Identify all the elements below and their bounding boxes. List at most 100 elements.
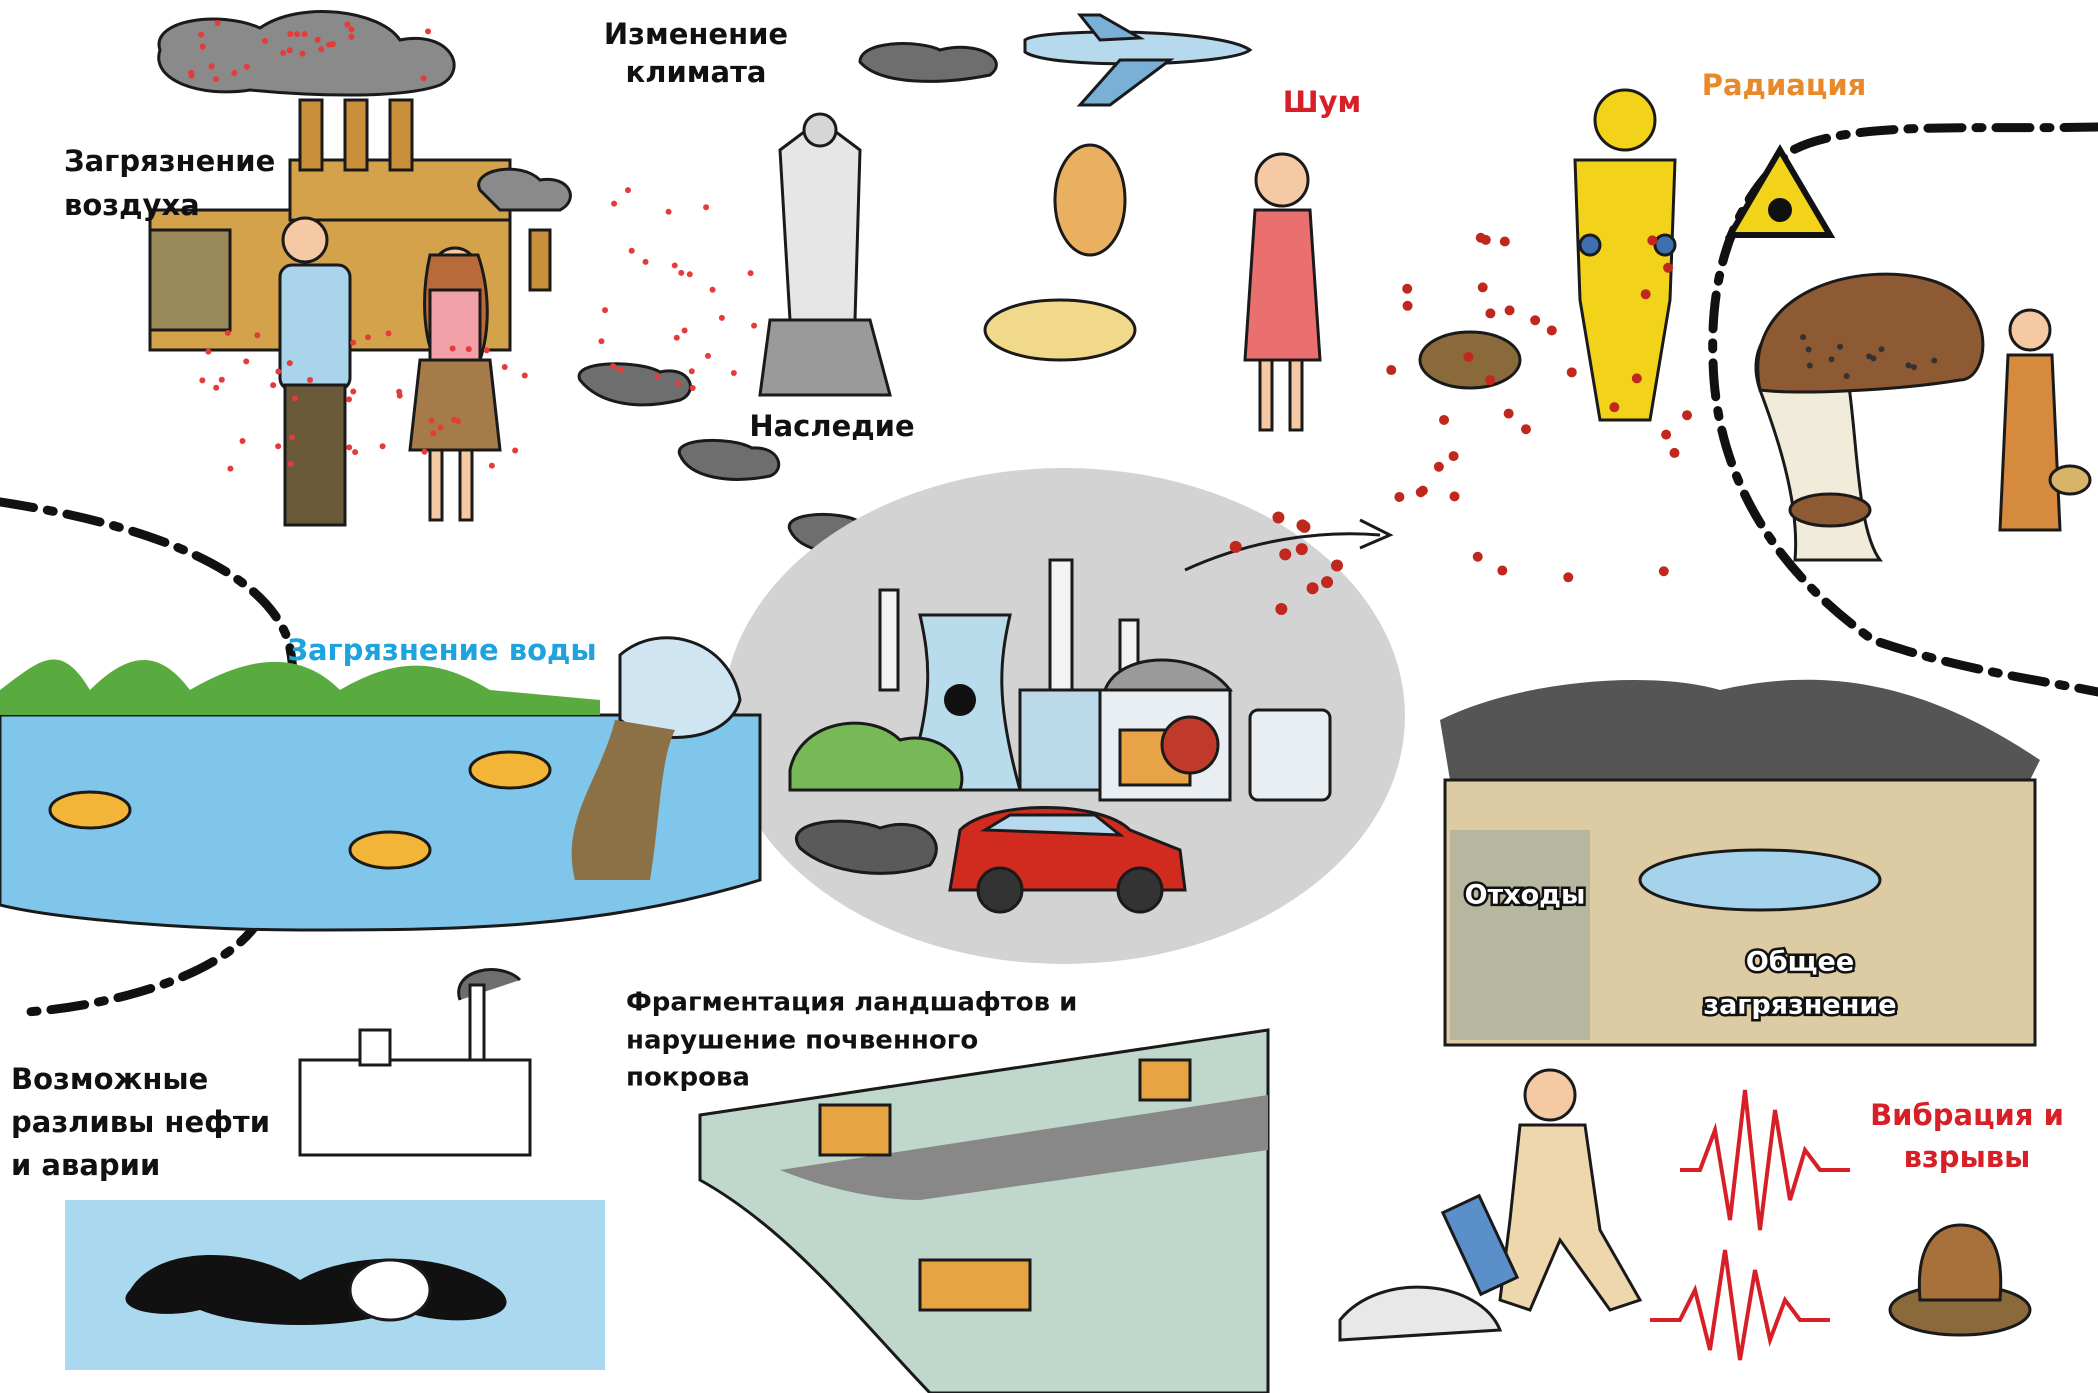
- chimney: [345, 100, 367, 170]
- cat: [1055, 145, 1125, 255]
- particle: [1394, 492, 1404, 502]
- label-vibration: Вибрация и: [1870, 1098, 2064, 1132]
- particle: [345, 22, 351, 28]
- particle: [705, 353, 711, 359]
- label-general: загрязнение: [1703, 990, 1896, 1021]
- particle: [1272, 512, 1284, 524]
- particle: [307, 377, 313, 383]
- dump-truck: [920, 1260, 1030, 1310]
- particle: [1931, 357, 1937, 363]
- particle: [198, 32, 204, 38]
- smoke: [479, 169, 571, 210]
- page: {"labels": [ {"lines": ["Изменение", "кл…: [0, 0, 2098, 1393]
- smoke: [159, 11, 454, 95]
- particle: [315, 37, 321, 43]
- particle: [227, 466, 233, 472]
- label-oil: и аварии: [11, 1148, 160, 1182]
- label-heritage: Наследие: [749, 409, 914, 443]
- warning-triangle: [1730, 150, 1830, 235]
- particle: [1402, 284, 1412, 294]
- particle: [1682, 410, 1692, 420]
- particle: [289, 434, 295, 440]
- particle: [1567, 367, 1577, 377]
- particle: [451, 417, 457, 423]
- particle: [1609, 402, 1619, 412]
- particle: [380, 443, 386, 449]
- mixer: [1162, 717, 1218, 773]
- particle: [346, 396, 352, 402]
- wheel: [1118, 868, 1162, 912]
- cloud: [579, 364, 690, 405]
- label-radiation: Радиация: [1702, 68, 1867, 102]
- particle: [219, 377, 225, 383]
- particle: [1661, 430, 1671, 440]
- label-air: Загрязнение: [64, 144, 275, 178]
- cap: [1758, 274, 1983, 392]
- particle: [1279, 548, 1291, 560]
- particle: [421, 75, 427, 81]
- particle: [690, 385, 696, 391]
- particle: [675, 380, 681, 386]
- particle: [262, 38, 268, 44]
- particle: [731, 370, 737, 376]
- particle: [1547, 325, 1557, 335]
- particle: [450, 345, 456, 351]
- particle: [1478, 282, 1488, 292]
- particle: [1669, 448, 1679, 458]
- particle: [189, 73, 195, 79]
- particle: [512, 447, 518, 453]
- particle: [687, 271, 693, 277]
- particle: [200, 44, 206, 50]
- building: [150, 230, 230, 330]
- particle: [466, 346, 472, 352]
- glove: [1655, 235, 1675, 255]
- particle: [1844, 373, 1850, 379]
- particle: [350, 389, 356, 395]
- smoke: [459, 970, 520, 1000]
- particle: [1563, 572, 1573, 582]
- chimney: [880, 590, 898, 690]
- particle: [280, 50, 286, 56]
- label-air: воздуха: [64, 188, 200, 222]
- particle: [422, 449, 428, 455]
- particle: [672, 262, 678, 268]
- mushroom: [1756, 274, 1983, 560]
- particle: [1386, 365, 1396, 375]
- label-climate: климата: [626, 55, 767, 89]
- particle: [1641, 289, 1651, 299]
- puddle: [1640, 850, 1880, 910]
- particle: [484, 347, 490, 353]
- label-water: Загрязнение воды: [287, 633, 596, 667]
- label-landscape: Фрагментация ландшафтов и: [626, 988, 1077, 1018]
- particle: [1828, 356, 1834, 362]
- hazmat-suit: [1575, 90, 1675, 420]
- particle: [429, 418, 435, 424]
- particle: [1800, 334, 1806, 340]
- oil-rig: [300, 970, 530, 1155]
- particle: [1296, 543, 1308, 555]
- particle: [1485, 375, 1495, 385]
- particle: [1449, 451, 1459, 461]
- skirt: [410, 360, 500, 450]
- suit: [1575, 160, 1675, 420]
- particle: [1879, 346, 1885, 352]
- label-climate: Изменение: [604, 17, 788, 51]
- particle: [1866, 353, 1872, 359]
- particle: [719, 315, 725, 321]
- leg: [460, 450, 472, 520]
- particle: [1275, 603, 1287, 615]
- groundhog: [1890, 1225, 2030, 1335]
- pipe: [620, 638, 740, 738]
- particle: [1500, 236, 1510, 246]
- statue-body: [780, 120, 860, 320]
- particle: [674, 335, 680, 341]
- particle: [199, 377, 205, 383]
- particle: [689, 368, 695, 374]
- particle: [348, 34, 354, 40]
- car-window: [985, 815, 1120, 835]
- particle: [643, 259, 649, 265]
- particle: [522, 372, 528, 378]
- grass: [0, 660, 600, 715]
- platform: [300, 1060, 530, 1155]
- particle: [1331, 559, 1343, 571]
